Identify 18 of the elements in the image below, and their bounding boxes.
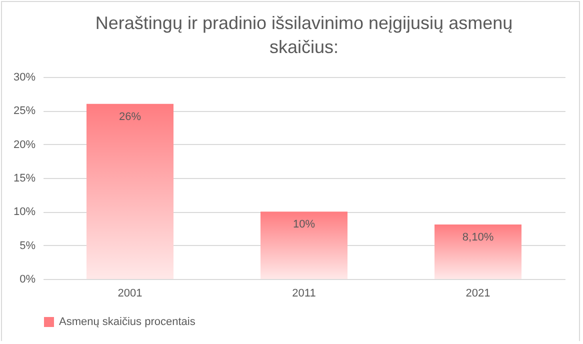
y-tick-label: 10% xyxy=(13,206,36,218)
bar xyxy=(260,212,348,279)
data-label: 8,10% xyxy=(462,231,494,244)
chart-title: Neraštingų ir pradinio išsilavinimo neįgijusių asmenų skaičius: xyxy=(95,13,513,57)
bar xyxy=(86,104,174,279)
legend-label: Asmenų skaičius procentais xyxy=(59,316,196,328)
y-tick-label: 15% xyxy=(13,172,36,184)
x-tick-label: 2001 xyxy=(118,288,142,300)
bar xyxy=(434,224,522,279)
data-label: 26% xyxy=(118,110,142,123)
x-tick-label: 2011 xyxy=(292,288,316,300)
y-tick-label: 0% xyxy=(20,274,36,286)
y-tick-label: 5% xyxy=(20,240,36,252)
y-tick-label: 30% xyxy=(13,72,36,84)
y-tick-label: 20% xyxy=(13,138,36,151)
x-tick-label: 2021 xyxy=(466,288,490,300)
y-tick-label: 25% xyxy=(13,105,36,118)
data-label: 10% xyxy=(292,218,316,231)
